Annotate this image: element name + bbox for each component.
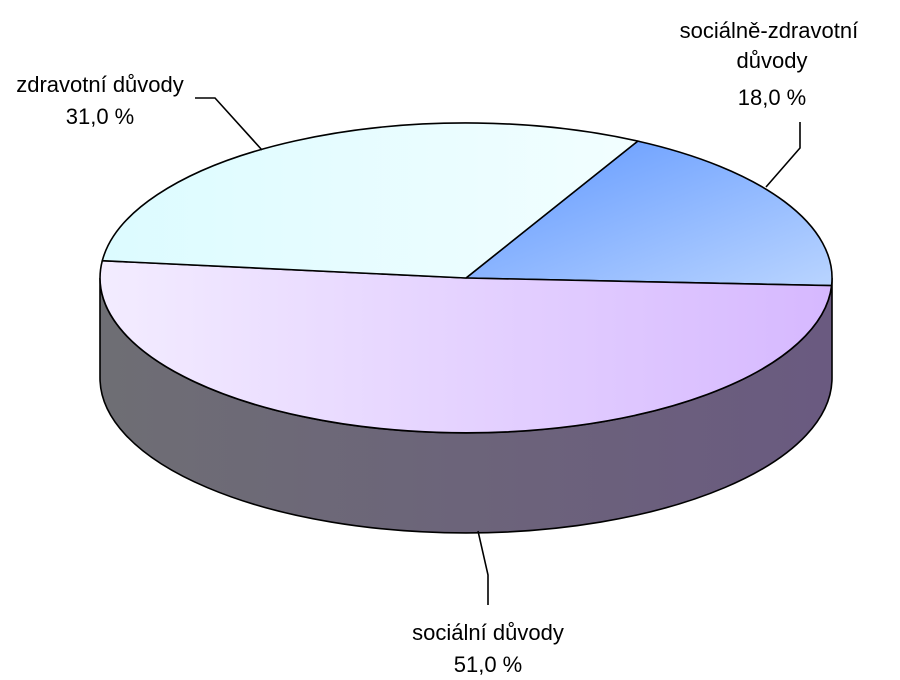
slice-0-value-label: 18,0 % [738,85,807,110]
slice-0-name-line-1: sociálně-zdravotní [680,18,859,43]
slice-2-name-line-1: zdravotní důvody [16,72,184,97]
slice-1-value-label: 51,0 % [454,652,523,677]
slice-2-leader-line [195,97,263,151]
slice-1-leader-line [477,530,489,605]
pie-slice-2 [101,122,640,279]
slice-1-name-line-1: sociální důvody [412,620,564,645]
pie-slice-0 [463,140,833,287]
slice-0-name-label: sociálně-zdravotní důvody [680,18,865,73]
slice-0-name-line-2: důvody [737,48,808,73]
slice-2-value-label: 31,0 % [66,104,135,129]
slice-2-name-label: zdravotní důvody [16,72,184,97]
pie-slice-1 [99,259,833,434]
slice-1-name-label: sociální důvody [412,620,564,645]
slice-0-leader-line [765,122,801,188]
